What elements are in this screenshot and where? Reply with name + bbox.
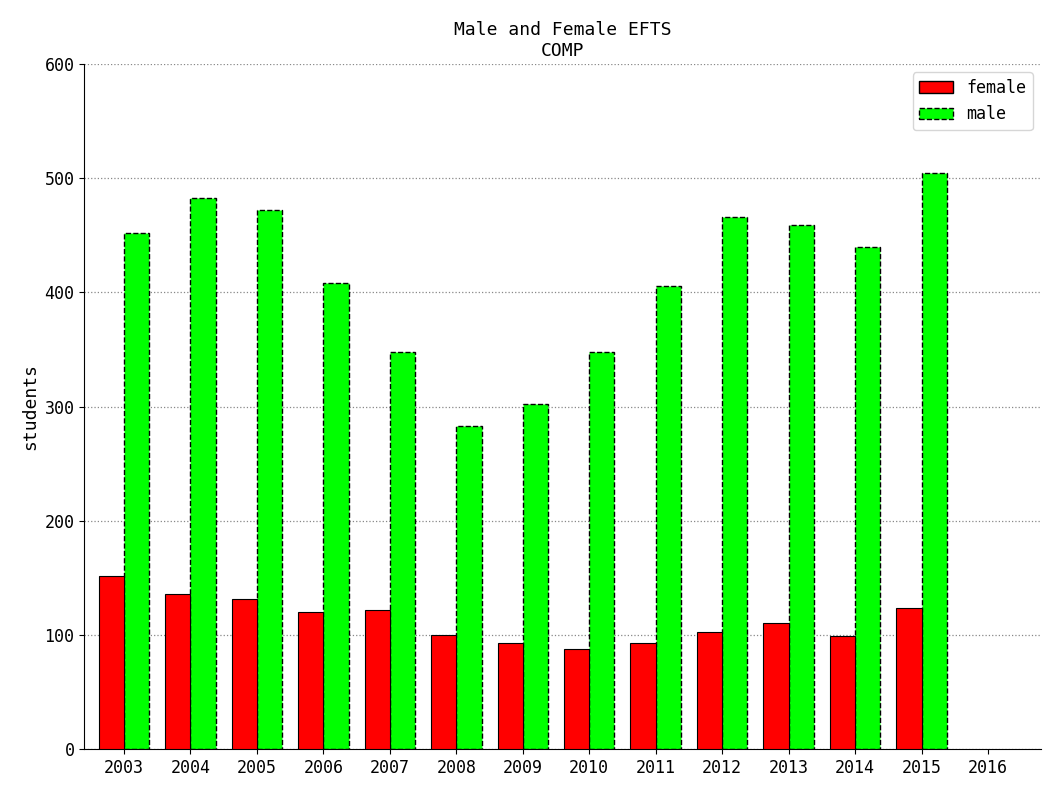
- Bar: [99, 576, 124, 749]
- Bar: [896, 608, 922, 749]
- Bar: [298, 612, 323, 749]
- Bar: [190, 198, 216, 749]
- Bar: [457, 426, 481, 749]
- Bar: [497, 643, 523, 749]
- Bar: [764, 622, 789, 749]
- Bar: [589, 352, 615, 749]
- Bar: [631, 643, 655, 749]
- Bar: [697, 632, 722, 749]
- Legend: female, male: female, male: [913, 73, 1033, 130]
- Bar: [523, 405, 548, 749]
- Bar: [364, 610, 390, 749]
- Bar: [390, 352, 415, 749]
- Bar: [829, 636, 855, 749]
- Bar: [855, 247, 880, 749]
- Bar: [124, 233, 150, 749]
- Bar: [232, 598, 257, 749]
- Bar: [564, 649, 589, 749]
- Y-axis label: students: students: [21, 363, 39, 450]
- Bar: [922, 172, 947, 749]
- Bar: [323, 283, 348, 749]
- Bar: [655, 286, 681, 749]
- Bar: [166, 594, 190, 749]
- Bar: [257, 210, 282, 749]
- Bar: [722, 217, 748, 749]
- Bar: [789, 225, 813, 749]
- Title: Male and Female EFTS
COMP: Male and Female EFTS COMP: [453, 21, 671, 60]
- Bar: [431, 635, 457, 749]
